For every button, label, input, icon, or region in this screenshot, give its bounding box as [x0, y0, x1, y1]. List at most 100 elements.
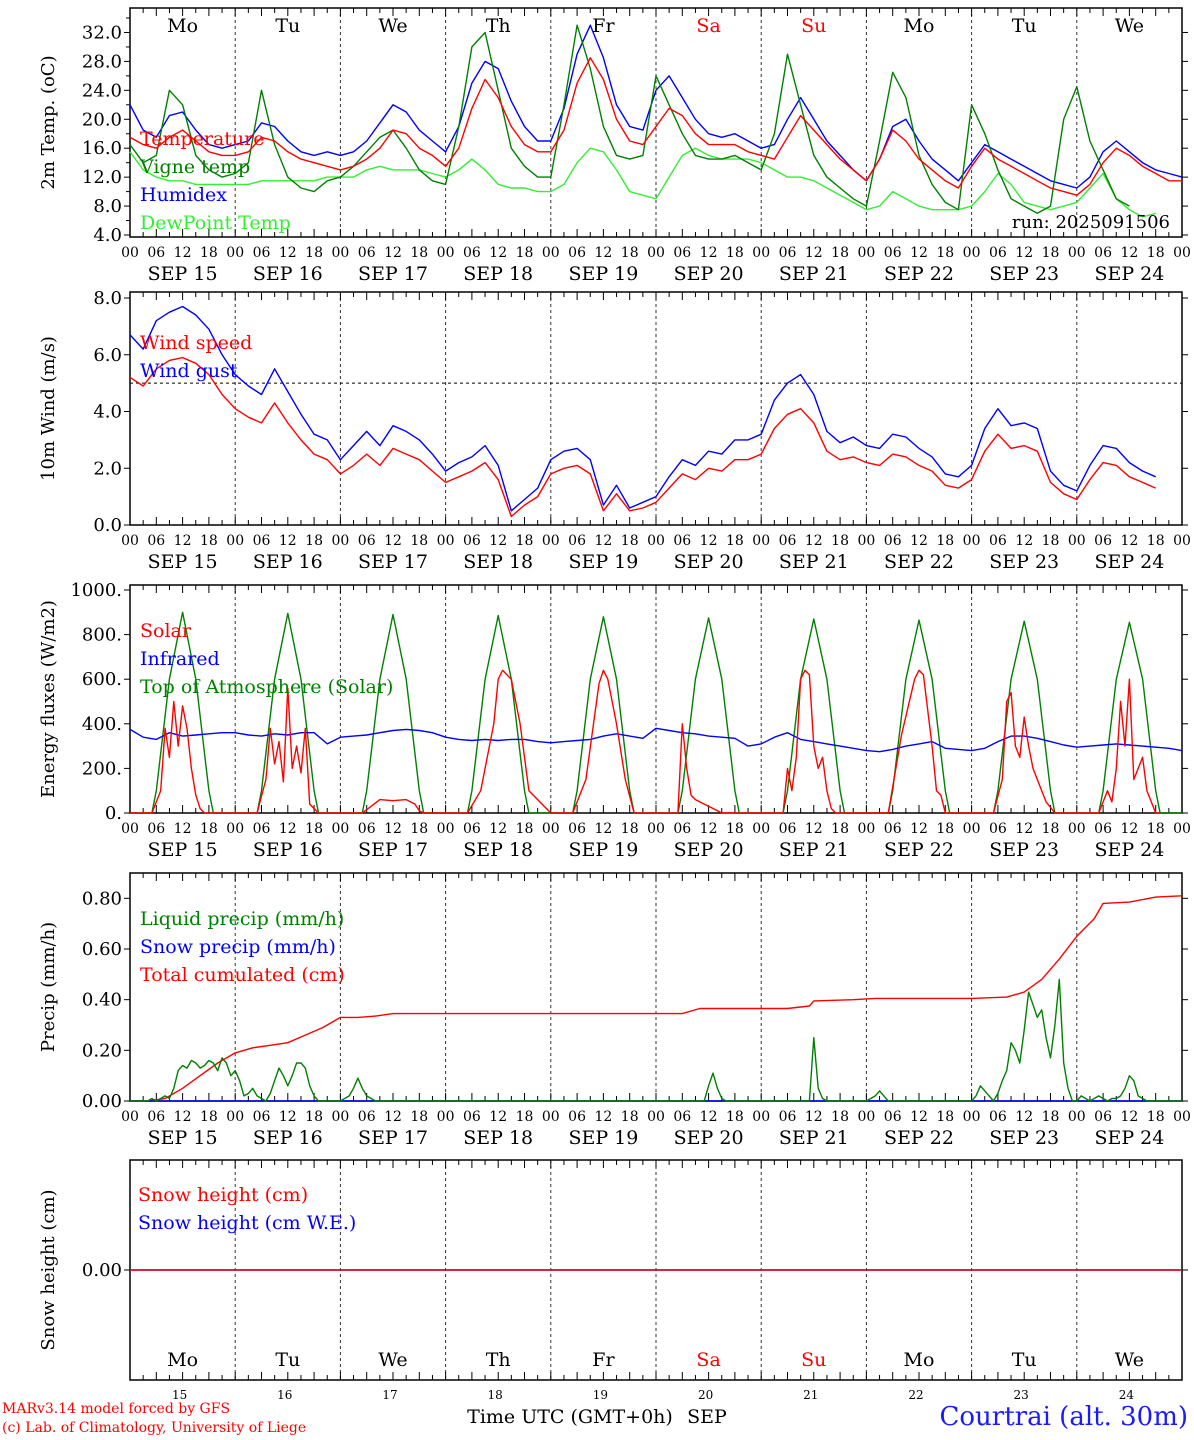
hour-tick-label: 18 [516, 533, 534, 549]
hour-tick-label: 12 [279, 533, 297, 549]
hour-tick-label: 06 [147, 245, 165, 261]
hour-tick-label: 06 [568, 245, 586, 261]
hour-tick-label: 12 [1120, 533, 1138, 549]
hour-tick-label: 00 [437, 533, 455, 549]
day-number: 21 [803, 1388, 818, 1402]
hour-tick-label: 18 [1147, 821, 1165, 837]
hour-tick-label: 00 [437, 245, 455, 261]
day-letter-bottom: We [1115, 1349, 1144, 1371]
hour-tick-label: 06 [673, 245, 691, 261]
legend-entry: DewPoint Temp [140, 212, 291, 234]
hour-tick-label: 06 [568, 533, 586, 549]
series-line [129, 24, 1183, 189]
series-line [129, 24, 1130, 215]
legend-entry: Solar [140, 620, 192, 642]
hour-tick-label: 18 [1042, 821, 1060, 837]
y-axis-label: Energy fluxes (W/m2) [38, 600, 59, 798]
hour-tick-label: 06 [358, 1109, 376, 1125]
date-label: SEP 15 [148, 839, 218, 861]
hour-tick-label: 12 [1015, 533, 1033, 549]
date-label: SEP 18 [463, 1127, 533, 1149]
hour-tick-label: 12 [594, 533, 612, 549]
hour-tick-label: 12 [805, 821, 823, 837]
run-annotation: run: 2025091506 [1012, 212, 1170, 233]
hour-tick-label: 12 [700, 245, 718, 261]
day-letter-top: We [378, 15, 407, 37]
y-tick-label: 0.60 [82, 939, 122, 960]
series-line [130, 978, 1182, 1102]
date-label: SEP 20 [674, 263, 744, 285]
hour-tick-label: 06 [253, 1109, 271, 1125]
day-letter-top: Th [486, 15, 511, 37]
legend-entry: Liquid precip (mm/h) [140, 908, 344, 930]
hour-tick-label: 12 [910, 533, 928, 549]
hour-tick-label: 18 [831, 1109, 849, 1125]
date-label: SEP 21 [779, 551, 849, 573]
day-number: 19 [593, 1388, 608, 1402]
hour-tick-label: 12 [279, 821, 297, 837]
hour-tick-label: 18 [305, 533, 323, 549]
hour-tick-label: 12 [1120, 821, 1138, 837]
hour-tick-label: 18 [621, 245, 639, 261]
hour-tick-label: 12 [805, 533, 823, 549]
day-number: 17 [382, 1388, 397, 1402]
date-label: SEP 24 [1094, 1127, 1164, 1149]
hour-tick-label: 00 [226, 533, 244, 549]
legend-entry: Snow height (cm W.E.) [138, 1212, 356, 1234]
hour-tick-label: 12 [489, 533, 507, 549]
hour-tick-label: 18 [1147, 533, 1165, 549]
date-label: SEP 17 [358, 839, 428, 861]
date-label: SEP 21 [779, 1127, 849, 1149]
hour-tick-label: 18 [200, 245, 218, 261]
hour-tick-label: 18 [305, 821, 323, 837]
hour-tick-label: 00 [1173, 821, 1191, 837]
hour-tick-label: 06 [463, 533, 481, 549]
y-tick-label: 28.0 [82, 51, 122, 72]
date-label: SEP 15 [148, 263, 218, 285]
y-tick-label: 8.0 [93, 196, 122, 217]
day-number: 24 [1119, 1388, 1135, 1402]
hour-tick-label: 12 [384, 821, 402, 837]
hour-tick-label: 00 [752, 245, 770, 261]
hour-tick-label: 18 [410, 245, 428, 261]
day-letter-top: Fr [592, 15, 615, 37]
hour-tick-label: 06 [253, 245, 271, 261]
hour-tick-label: 18 [305, 245, 323, 261]
hour-tick-label: 18 [200, 533, 218, 549]
date-label: SEP 23 [989, 551, 1059, 573]
date-label: SEP 24 [1094, 839, 1164, 861]
hour-tick-label: 12 [700, 821, 718, 837]
y-axis-label: Precip (mm/h) [38, 922, 59, 1052]
date-label: SEP 20 [674, 551, 744, 573]
hour-tick-label: 06 [673, 821, 691, 837]
hour-tick-label: 06 [358, 245, 376, 261]
hour-tick-label: 06 [779, 533, 797, 549]
y-tick-label: 0.80 [82, 888, 122, 909]
hour-tick-label: 12 [1015, 821, 1033, 837]
date-label: SEP 22 [884, 839, 954, 861]
hour-tick-label: 00 [1173, 245, 1191, 261]
hour-tick-label: 06 [884, 1109, 902, 1125]
hour-tick-label: 00 [121, 1109, 139, 1125]
date-label: SEP 23 [989, 839, 1059, 861]
series-line [129, 305, 1156, 512]
month-label: SEP [687, 1406, 727, 1428]
y-tick-label: 800. [82, 625, 122, 646]
hour-tick-label: 18 [621, 533, 639, 549]
x-axis-label: Time UTC (GMT+0h) [467, 1406, 673, 1428]
date-label: SEP 18 [463, 839, 533, 861]
hour-tick-label: 12 [910, 245, 928, 261]
legend-entry: Snow precip (mm/h) [140, 936, 336, 958]
hour-tick-label: 06 [1094, 821, 1112, 837]
date-label: SEP 16 [253, 263, 323, 285]
hour-tick-label: 18 [1042, 533, 1060, 549]
hour-tick-label: 18 [936, 245, 954, 261]
date-label: SEP 15 [148, 551, 218, 573]
hour-tick-label: 18 [410, 821, 428, 837]
hour-tick-label: 06 [673, 1109, 691, 1125]
hour-tick-label: 06 [884, 533, 902, 549]
hour-tick-label: 06 [989, 821, 1007, 837]
hour-tick-label: 12 [1120, 1109, 1138, 1125]
hour-tick-label: 00 [647, 533, 665, 549]
